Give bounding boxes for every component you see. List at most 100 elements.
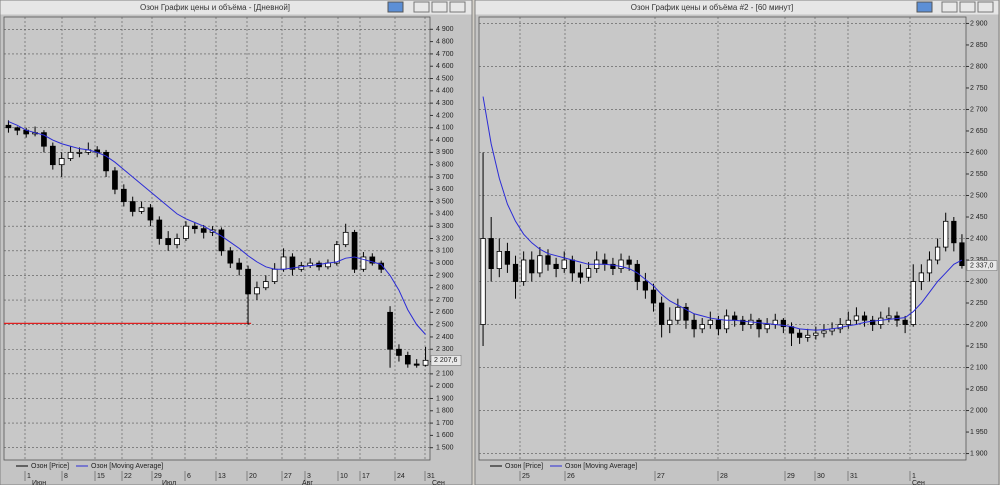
candle-body — [58, 158, 65, 166]
candle-body — [861, 315, 868, 321]
maximize-button[interactable] — [959, 1, 976, 13]
y-tick-label: 4 500 — [436, 75, 454, 82]
candle-body — [683, 306, 689, 321]
y-tick-label: 3 300 — [436, 223, 454, 230]
x-tick-label: 31 — [850, 473, 858, 480]
candle-body — [577, 272, 584, 278]
candle-body — [387, 311, 393, 350]
candle-body — [902, 319, 908, 325]
y-tick-label: 2 050 — [970, 386, 988, 393]
candle-body — [650, 289, 657, 304]
maximize-button[interactable] — [431, 1, 448, 13]
candle-body — [910, 281, 916, 325]
candle-body — [112, 170, 118, 190]
candle-body — [488, 238, 494, 270]
candle-body — [926, 259, 933, 274]
x-tick-label: 13 — [218, 473, 226, 480]
candle-body — [262, 281, 269, 289]
y-tick-label: 2 300 — [970, 278, 988, 285]
candle-body — [200, 228, 207, 233]
pin-button[interactable] — [387, 1, 404, 13]
y-tick-label: 3 000 — [436, 260, 454, 267]
candle-body — [805, 334, 811, 338]
y-tick-label: 2 250 — [970, 300, 988, 307]
candle-body — [351, 231, 358, 270]
candle-body — [422, 359, 429, 366]
y-tick-label: 3 500 — [436, 198, 454, 205]
y-tick-label: 2 200 — [970, 321, 988, 328]
y-tick-label: 3 100 — [436, 248, 454, 255]
candle-body — [845, 319, 851, 325]
y-tick-label: 3 800 — [436, 162, 454, 169]
candle-body — [870, 319, 876, 325]
y-tick-label: 2 100 — [970, 364, 988, 371]
candle-body — [529, 259, 535, 274]
candle-body — [537, 255, 543, 274]
pin-button[interactable] — [916, 1, 933, 13]
month-label: Авг — [302, 480, 313, 485]
y-tick-label: 1 600 — [436, 432, 454, 439]
window-title: Озон График цены и объёма #2 - [60 минут… — [631, 3, 793, 12]
x-tick-label: 8 — [64, 473, 68, 480]
candle-body — [236, 262, 243, 270]
minimize-button[interactable] — [941, 1, 958, 13]
y-tick-label: 2 900 — [970, 20, 988, 27]
candle-body — [14, 127, 21, 131]
legend-label: Озон [Price] — [31, 463, 69, 470]
candle-body — [49, 145, 56, 166]
y-tick-label: 1 900 — [970, 450, 988, 457]
candle-body — [626, 259, 632, 265]
candle-body — [156, 219, 163, 239]
minimize-button[interactable] — [413, 1, 430, 13]
candle-body — [396, 348, 402, 356]
x-tick-label: 3 — [307, 473, 311, 480]
y-tick-label: 1 900 — [436, 395, 454, 402]
candle-body — [254, 287, 260, 295]
candle-body — [271, 268, 278, 282]
y-tick-label: 2 650 — [970, 128, 988, 135]
y-tick-label: 2 000 — [970, 407, 988, 414]
candle-body — [512, 263, 519, 282]
candle-body — [691, 319, 697, 330]
close-button[interactable] — [449, 1, 466, 13]
y-tick-label: 2 300 — [436, 346, 454, 353]
candle-body — [545, 255, 551, 265]
plot-area — [3, 16, 431, 461]
candle-body — [585, 268, 592, 278]
x-tick-label: 29 — [787, 473, 795, 480]
candle-body — [369, 256, 376, 264]
x-tick-label: 29 — [154, 473, 162, 480]
y-tick-label: 2 500 — [436, 321, 454, 328]
candle-body — [813, 332, 819, 336]
candle-body — [480, 238, 486, 325]
x-tick-label: 30 — [817, 473, 825, 480]
candle-body — [853, 315, 860, 321]
candle-body — [76, 151, 83, 154]
x-tick-label: 22 — [124, 473, 132, 480]
x-tick-label: 1 — [912, 473, 916, 480]
y-tick-label: 1 800 — [436, 408, 454, 415]
x-tick-label: 28 — [720, 473, 728, 480]
x-tick-label: 31 — [427, 473, 435, 480]
y-tick-label: 2 100 — [436, 371, 454, 378]
candle-body — [280, 256, 287, 270]
title-bar — [475, 0, 999, 15]
candle-body — [943, 220, 949, 248]
candle-body — [342, 231, 349, 246]
candle-body — [918, 272, 924, 282]
candle-body — [723, 315, 730, 330]
candle-body — [959, 242, 965, 266]
candle-body — [707, 319, 713, 325]
candle-body — [165, 238, 172, 246]
candle-body — [886, 315, 892, 319]
candle-body — [764, 324, 770, 330]
candle-body — [496, 251, 502, 270]
candle-body — [756, 319, 762, 330]
candle-body — [404, 355, 411, 365]
legend-label: Озон [Price] — [505, 463, 543, 470]
x-tick-label: 27 — [657, 473, 665, 480]
close-button[interactable] — [977, 1, 994, 13]
candle-body — [658, 302, 665, 325]
y-tick-label: 2 700 — [970, 106, 988, 113]
x-tick-label: 27 — [284, 473, 292, 480]
